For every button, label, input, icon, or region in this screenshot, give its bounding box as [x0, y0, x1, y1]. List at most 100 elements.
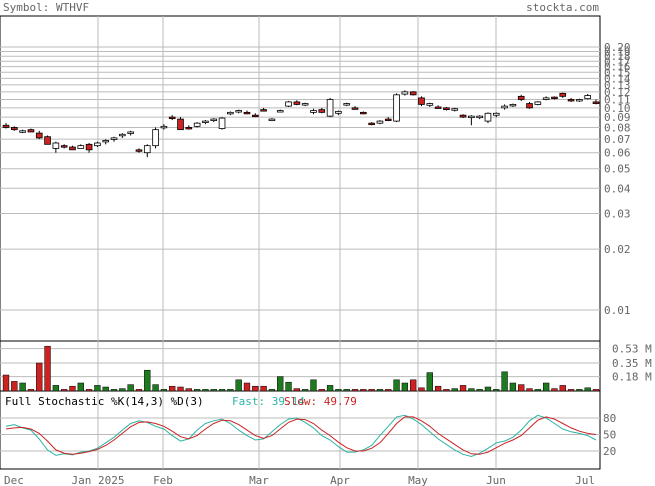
volume-bar [393, 379, 400, 392]
candle-body-up [268, 118, 276, 121]
date-tick-label: Jul [575, 474, 595, 486]
candle [152, 127, 159, 149]
candle [276, 109, 284, 113]
candle-body-up [534, 101, 542, 105]
candle [260, 107, 267, 112]
volume-bar [468, 388, 475, 392]
candle-body-up [542, 97, 550, 100]
price-tick-label: 0.04 [604, 182, 631, 195]
candle-body-up [501, 105, 508, 109]
volume-bar [235, 379, 242, 392]
price-tick-label: 0.10 [604, 102, 631, 115]
volume-bar [434, 385, 442, 392]
candle [69, 145, 76, 151]
candle-body-down [434, 106, 442, 109]
candle-body-down [360, 111, 367, 115]
candle [177, 117, 184, 131]
volume-bar [360, 389, 367, 392]
candle-body-down [418, 97, 425, 105]
volume-bar [368, 389, 375, 392]
candle-body-down [168, 116, 176, 120]
candle [85, 143, 93, 153]
candle [318, 107, 326, 114]
candle-body-down [293, 101, 301, 105]
candle [293, 100, 301, 106]
volume-bar [94, 385, 101, 392]
candle-body-up [77, 145, 85, 149]
candle-body-down [592, 101, 600, 104]
volume-bar [135, 389, 143, 392]
candle [301, 102, 309, 107]
stochastic-fast-line [5, 414, 597, 458]
date-tick-label: Jun [486, 474, 506, 486]
candle [459, 114, 467, 119]
price-tick-label: 0.20 [604, 41, 631, 54]
candle [393, 93, 400, 123]
date-tick-label: Mar [249, 474, 269, 486]
price-tick-label: 0.08 [604, 121, 631, 134]
candle-body-down [243, 111, 251, 115]
candle-body-up [376, 120, 384, 124]
candle-body-up [143, 145, 151, 154]
candle-body-up [576, 99, 583, 102]
volume-bar [110, 389, 118, 392]
candle [60, 144, 68, 149]
candle-body-up [160, 125, 168, 129]
candle-body-up [335, 111, 342, 114]
candle-body-down [251, 114, 259, 118]
volume-bar [218, 389, 226, 392]
price-axis: 0.200.190.180.170.160.150.140.130.120.11… [604, 41, 631, 317]
candle-body-up [451, 108, 459, 111]
candle [335, 110, 342, 116]
candle-body-up [210, 118, 218, 121]
price-tick-label: 0.01 [604, 304, 631, 317]
volume-bar [501, 371, 508, 392]
volume-bar [61, 389, 68, 392]
candle [401, 90, 409, 96]
candle [11, 126, 18, 131]
date-tick-label: Dec [4, 474, 24, 486]
candle [218, 117, 226, 130]
candle [492, 112, 500, 118]
volume-bar [210, 389, 217, 392]
candle [484, 112, 492, 124]
candle-body-up [484, 112, 492, 122]
volume-bar [202, 389, 209, 392]
candle [168, 115, 176, 121]
volume-bar [551, 388, 558, 392]
stochastic-slow-label: Slow: 49.79 [284, 395, 357, 408]
date-axis: Dec Jan 2025 Feb Mar Apr May Jun Jul [4, 474, 595, 486]
volume-bar [252, 385, 259, 392]
volume-bar [27, 389, 35, 392]
candle-body-up [102, 140, 110, 143]
candle-body-up [509, 104, 517, 107]
stochastic-panel [0, 390, 601, 470]
stochastic-tick-label: 20 [603, 445, 616, 458]
volume-bar [177, 386, 184, 392]
candle [310, 108, 317, 115]
volume-bar [293, 388, 301, 392]
volume-bar [44, 345, 51, 392]
volume-bar [169, 385, 176, 392]
candle-body-down [526, 103, 533, 109]
volume-bar [52, 385, 60, 392]
candle-body-down [517, 95, 525, 100]
candle-body-down [459, 114, 467, 118]
candle [2, 123, 10, 129]
stochastic-tick-label: 80 [603, 412, 616, 425]
candle [19, 129, 26, 134]
volume-panel [0, 340, 601, 392]
price-tick-label: 0.14 [604, 72, 631, 85]
candle [468, 115, 475, 126]
candle-body-up [235, 110, 242, 113]
candle-body-up [218, 117, 226, 129]
volume-bar [509, 382, 517, 392]
candle-body-down [185, 127, 193, 130]
volume-bar [326, 385, 334, 392]
volume-bar [77, 382, 84, 392]
candle-body-down [44, 136, 51, 145]
volume-bar [285, 381, 292, 392]
volume-bar [418, 387, 425, 392]
price-tick-label: 0.18 [604, 50, 631, 63]
